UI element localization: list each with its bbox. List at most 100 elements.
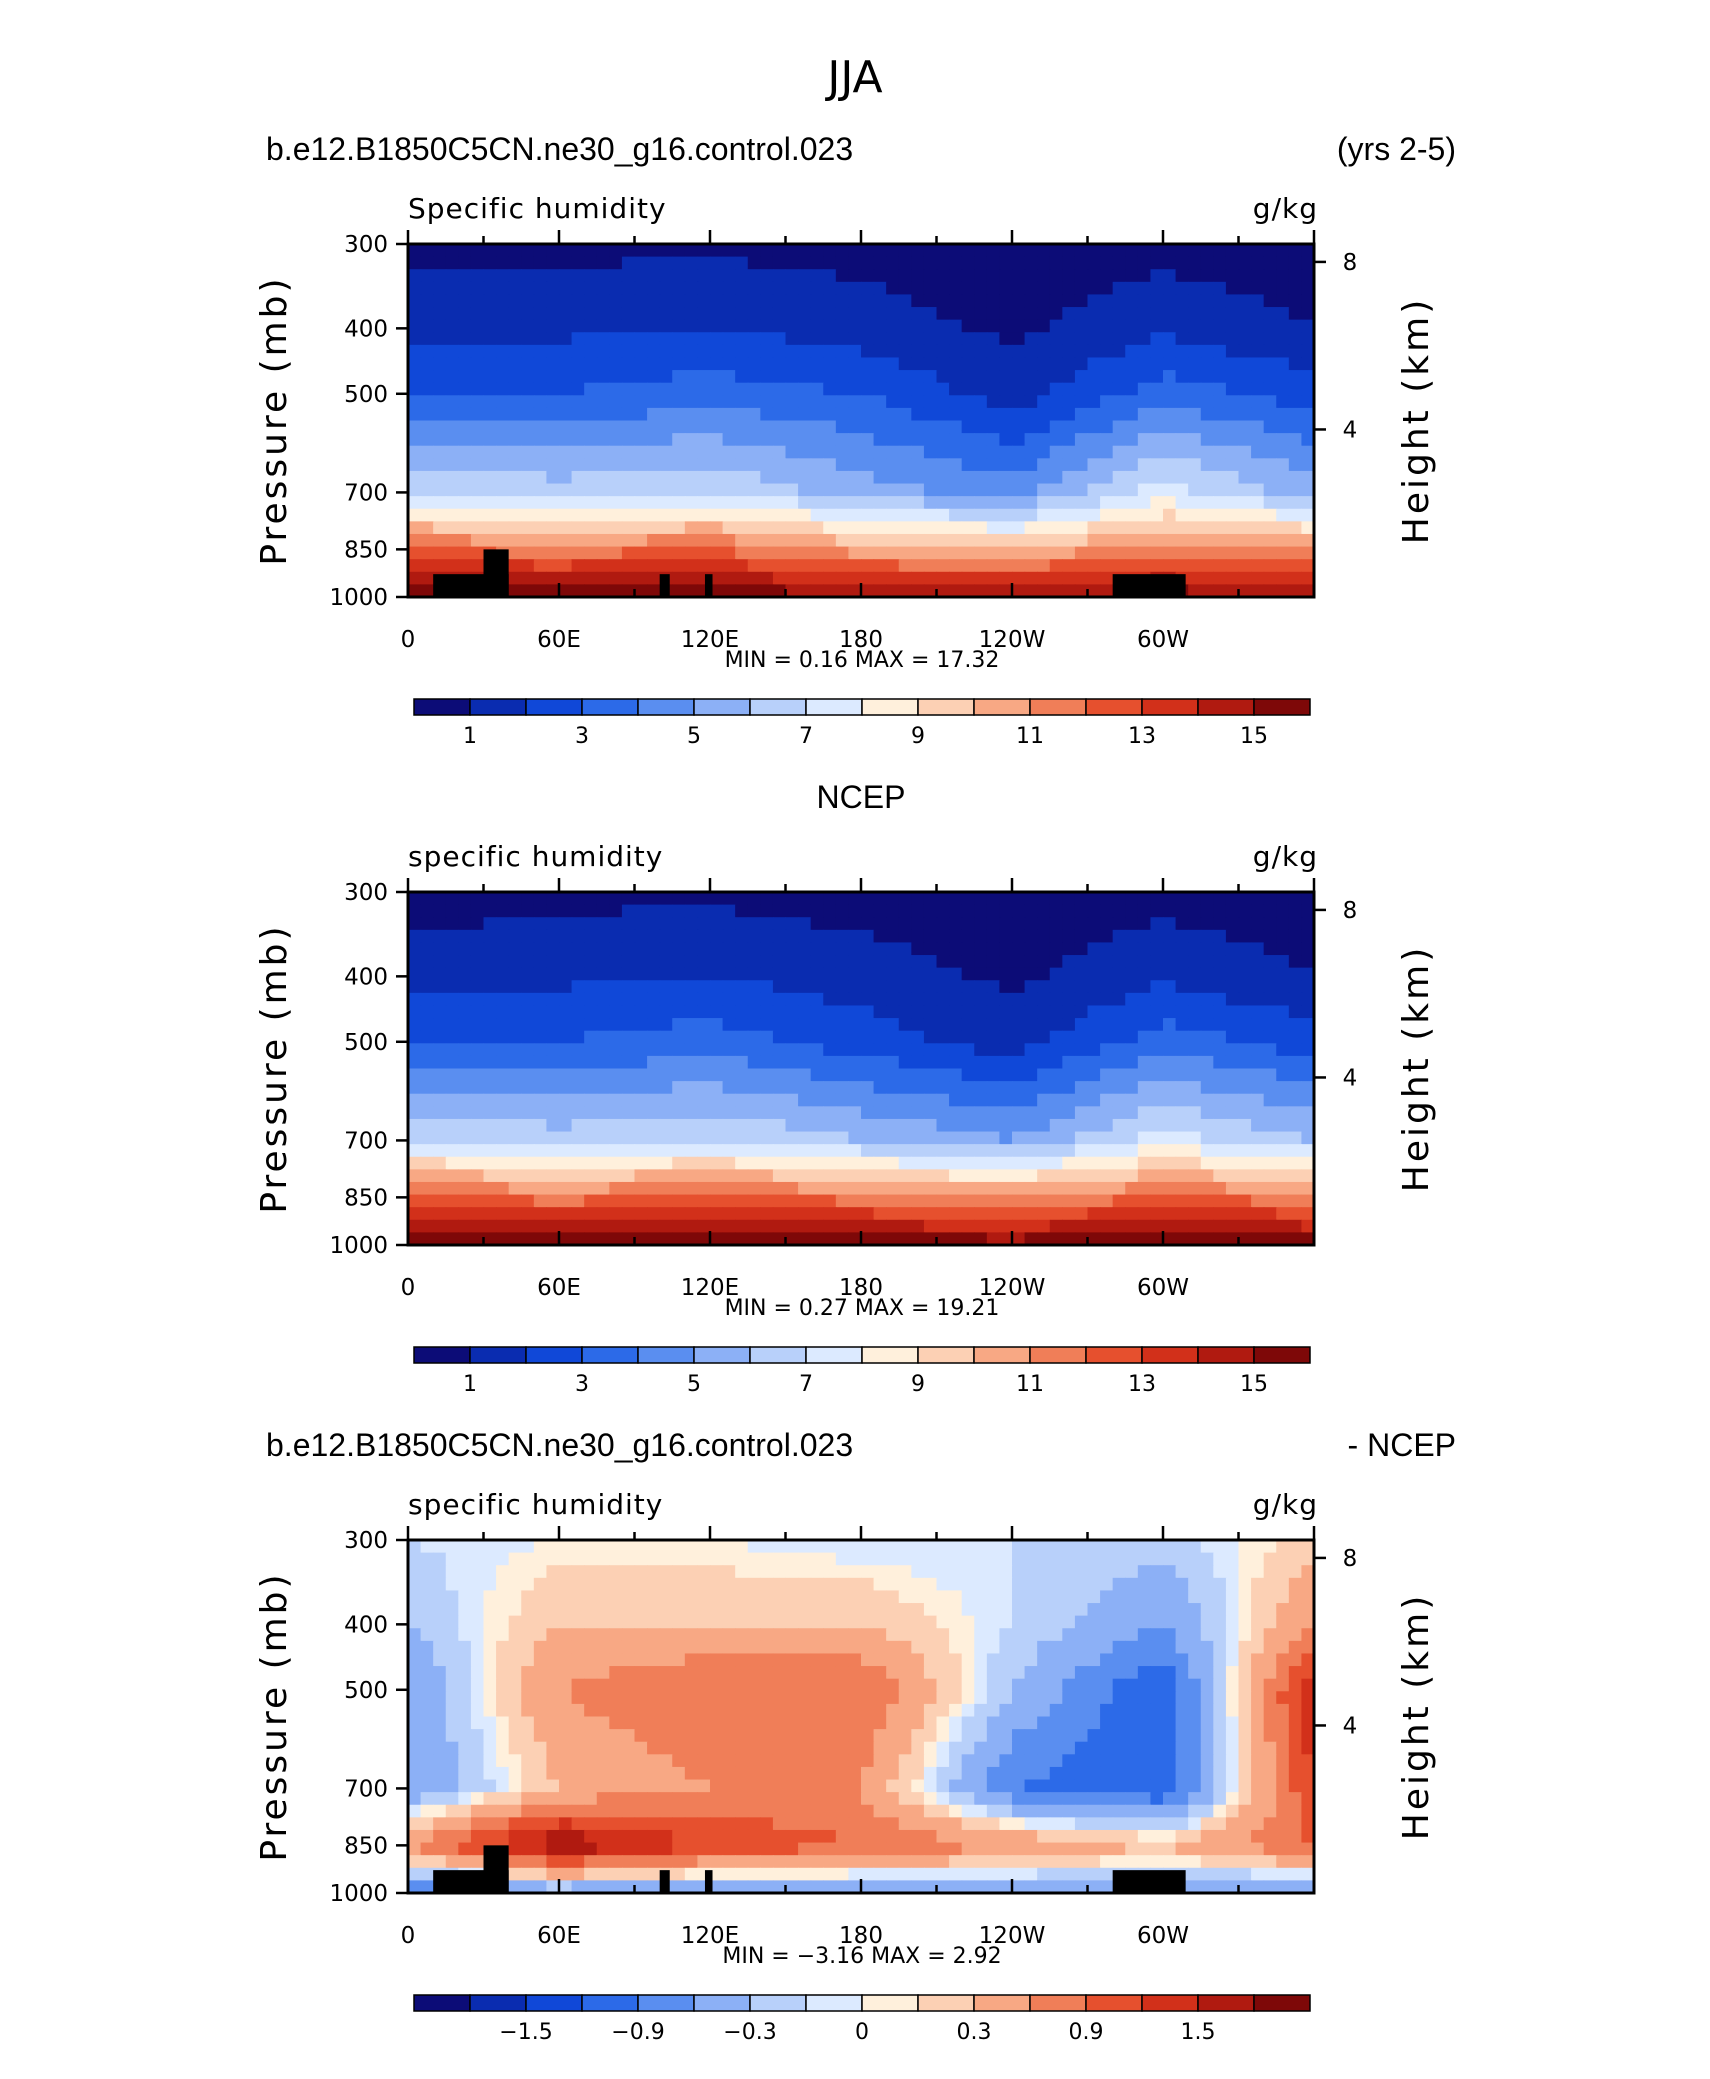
heatmap-cell: [1075, 421, 1088, 434]
heatmap-cell: [458, 917, 471, 930]
heatmap-cell: [899, 1018, 912, 1031]
heatmap-cell: [521, 1005, 534, 1018]
heatmap-cell: [999, 1144, 1012, 1157]
heatmap-cell: [974, 345, 987, 358]
heatmap-cell: [899, 484, 912, 497]
heatmap-cell: [509, 1207, 522, 1220]
heatmap-cell: [811, 1132, 824, 1145]
heatmap-cell: [1050, 572, 1063, 585]
heatmap-cell: [1100, 980, 1113, 993]
heatmap-cell: [974, 993, 987, 1006]
heatmap-cell: [987, 1031, 1000, 1044]
heatmap-cell: [609, 1666, 622, 1679]
heatmap-cell: [672, 496, 685, 509]
heatmap-cell: [773, 257, 786, 270]
heatmap-cell: [1062, 1005, 1075, 1018]
heatmap-cell: [999, 955, 1012, 968]
heatmap-cell: [773, 1540, 786, 1553]
heatmap-cell: [1176, 1043, 1189, 1056]
heatmap-cell: [1176, 521, 1189, 534]
heatmap-cell: [723, 1628, 736, 1641]
heatmap-cell: [987, 1565, 1000, 1578]
heatmap-cell: [1113, 1565, 1126, 1578]
heatmap-cell: [1201, 1578, 1214, 1591]
heatmap-cell: [635, 917, 648, 930]
heatmap-cell: [471, 484, 484, 497]
heatmap-cell: [760, 1220, 773, 1233]
heatmap-cell: [1289, 1043, 1302, 1056]
heatmap-cell: [635, 1132, 648, 1145]
heatmap-cell: [672, 1005, 685, 1018]
heatmap-cell: [534, 993, 547, 1006]
heatmap-cell: [1163, 980, 1176, 993]
heatmap-cell: [949, 1540, 962, 1553]
heatmap-cell: [886, 572, 899, 585]
heatmap-cell: [937, 1119, 950, 1132]
heatmap-cell: [735, 993, 748, 1006]
heatmap-cell: [1113, 458, 1126, 471]
heatmap-cell: [458, 446, 471, 459]
heatmap-cell: [874, 332, 887, 345]
heatmap-cell: [1138, 1565, 1151, 1578]
heatmap-cell: [1163, 345, 1176, 358]
heatmap-cell: [874, 496, 887, 509]
heatmap-cell: [1289, 458, 1302, 471]
heatmap-cell: [1113, 1653, 1126, 1666]
heatmap-cell: [874, 968, 887, 981]
heatmap-cell: [572, 1106, 585, 1119]
heatmap-cell: [622, 930, 635, 943]
heatmap-cell: [446, 559, 459, 572]
heatmap-cell: [1239, 547, 1252, 560]
heatmap-cell: [886, 955, 899, 968]
heatmap-cell: [949, 1018, 962, 1031]
heatmap-cell: [635, 1666, 648, 1679]
heatmap-field: [408, 1540, 1315, 1894]
heatmap-cell: [886, 1628, 899, 1641]
heatmap-cell: [786, 559, 799, 572]
heatmap-cell: [597, 496, 610, 509]
heatmap-cell: [924, 1056, 937, 1069]
heatmap-cell: [672, 1641, 685, 1654]
heatmap-cell: [1100, 1094, 1113, 1107]
heatmap-cell: [786, 484, 799, 497]
heatmap-cell: [1264, 383, 1277, 396]
heatmap-cell: [974, 930, 987, 943]
heatmap-cell: [685, 534, 698, 547]
heatmap-cell: [911, 408, 924, 421]
heatmap-cell: [1289, 1005, 1302, 1018]
heatmap-cell: [1138, 559, 1151, 572]
heatmap-cell: [597, 1653, 610, 1666]
heatmap-cell: [572, 930, 585, 943]
heatmap-cell: [1176, 1641, 1189, 1654]
heatmap-cell: [697, 1069, 710, 1082]
heatmap-cell: [521, 1106, 534, 1119]
heatmap-cell: [521, 345, 534, 358]
heatmap-cell: [609, 509, 622, 522]
heatmap-cell: [949, 968, 962, 981]
heatmap-cell: [1100, 930, 1113, 943]
heatmap-cell: [584, 1094, 597, 1107]
y-right-tick-label: 4: [1343, 1065, 1358, 1091]
heatmap-cell: [1289, 1553, 1302, 1566]
heatmap-cell: [811, 421, 824, 434]
heatmap-cell: [1213, 1031, 1226, 1044]
heatmap-cell: [886, 1195, 899, 1208]
heatmap-cell: [1163, 320, 1176, 333]
heatmap-cell: [886, 559, 899, 572]
heatmap-cell: [760, 892, 773, 905]
heatmap-cell: [949, 1195, 962, 1208]
heatmap-cell: [597, 357, 610, 370]
heatmap-cell: [672, 1616, 685, 1629]
heatmap-cell: [798, 1195, 811, 1208]
heatmap-cell: [786, 942, 799, 955]
heatmap-cell: [735, 559, 748, 572]
heatmap-cell: [421, 1540, 434, 1553]
heatmap-cell: [1264, 1653, 1277, 1666]
heatmap-cell: [723, 395, 736, 408]
heatmap-cell: [1188, 905, 1201, 918]
heatmap-cell: [660, 1540, 673, 1553]
heatmap-cell: [1163, 1081, 1176, 1094]
heatmap-cell: [811, 332, 824, 345]
heatmap-cell: [622, 1056, 635, 1069]
heatmap-cell: [949, 1590, 962, 1603]
